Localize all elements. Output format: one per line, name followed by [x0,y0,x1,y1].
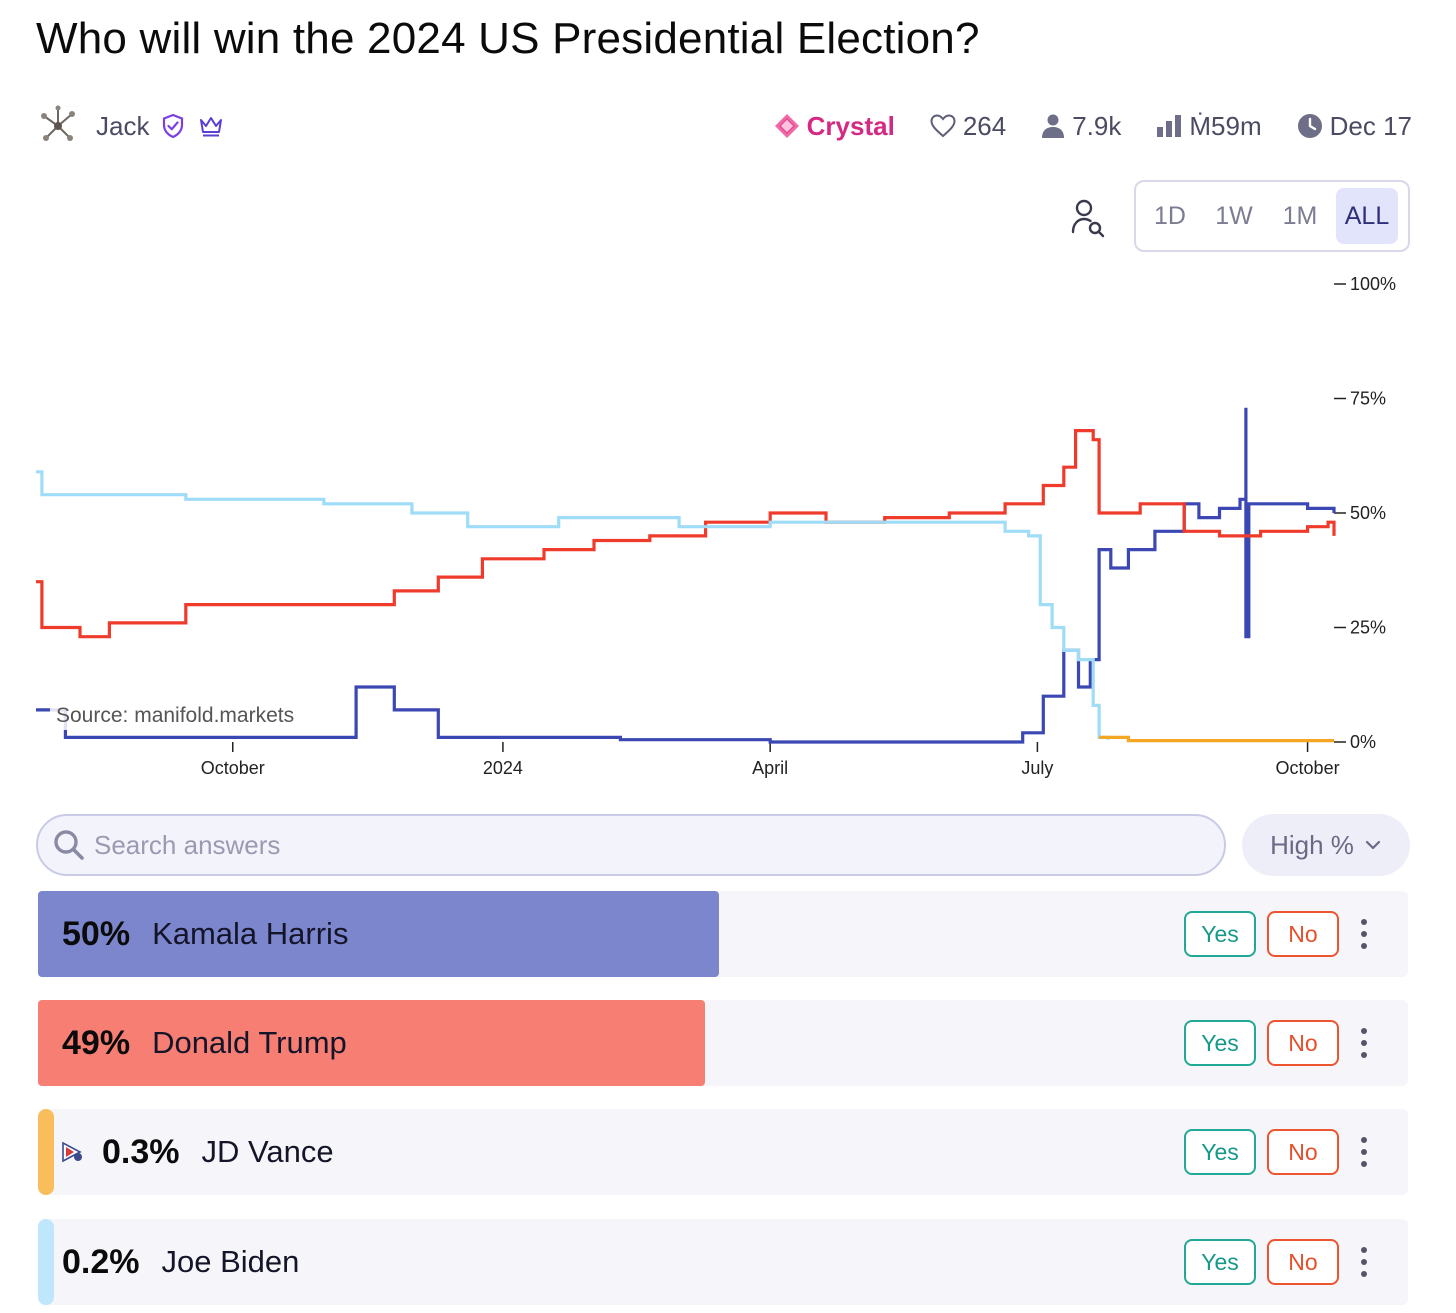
sort-label: High % [1270,829,1354,860]
x-tick-label: October [201,758,265,778]
answer-name: Donald Trump [152,1025,347,1060]
range-all-button[interactable]: ALL [1336,188,1398,244]
close-date-stat: Dec 17 [1296,111,1412,142]
search-icon [54,830,84,860]
likes-count: 264 [962,110,1007,141]
chevron-down-icon [1365,840,1381,850]
range-1w-button[interactable]: 1W [1215,201,1253,230]
y-tick-label: 50% [1350,503,1386,523]
clock-icon [1297,114,1322,138]
series-line-kamala-harris [36,407,1336,744]
likes-stat[interactable]: 264 [929,111,1006,142]
no-button[interactable]: No [1267,911,1339,957]
traders-count: 7.9k [1072,110,1122,141]
search-bar[interactable] [36,814,1226,876]
author-name[interactable]: Jack [96,110,150,141]
bar-chart-icon [1157,115,1182,137]
yes-button[interactable]: Yes [1184,1239,1256,1285]
page-title: Who will win the 2024 US Presidential El… [36,14,980,63]
verified-shield-icon [163,113,184,139]
range-1m-button[interactable]: 1M [1282,201,1318,230]
yes-button[interactable]: Yes [1184,1020,1256,1066]
range-1d-button[interactable]: 1D [1154,201,1186,230]
more-options-icon[interactable] [1356,917,1372,951]
answer-name: Kamala Harris [152,916,349,951]
probability-bar [38,891,719,977]
author[interactable]: Jack [36,104,225,148]
probability-chart[interactable]: 100% 75% 50% 25% 0% October 2024 April July Octob… [0,260,1456,790]
yes-button[interactable]: Yes [1184,911,1256,957]
answer-probability: 50% [62,914,131,953]
answer-row-biden[interactable]: 0.2% Joe Biden Yes No [38,1219,1408,1305]
volume-stat: Ṁ59m [1155,110,1262,142]
x-tick-label: October [1276,758,1340,778]
answer-probability: 49% [62,1023,131,1062]
source-label: Source: manifold.markets [56,704,294,727]
y-tick-label: 75% [1350,389,1386,409]
answer-name: Joe Biden [161,1244,300,1279]
no-button[interactable]: No [1267,1020,1339,1066]
source-label-bg [50,700,322,730]
x-tick-label: 2024 [483,758,523,778]
answer-row-vance[interactable]: 0.3% JD Vance Yes No [38,1109,1408,1195]
probability-bar [38,1109,54,1195]
close-date: Dec 17 [1329,110,1412,141]
user-icon [1042,114,1065,138]
tier-label: Crystal [806,110,895,141]
x-tick-label: July [1021,758,1053,778]
user-search-icon[interactable] [1070,198,1106,238]
flag-avatar-icon [62,1141,82,1163]
heart-icon [930,114,956,138]
x-tick-label: April [752,758,788,778]
tier-badge[interactable]: Crystal [773,111,895,142]
yes-button[interactable]: Yes [1184,1129,1256,1175]
y-tick-label: 100% [1350,274,1396,294]
more-options-icon[interactable] [1356,1026,1372,1060]
traders-stat: 7.9k [1040,111,1121,142]
more-options-icon[interactable] [1356,1245,1372,1279]
probability-bar [38,1000,706,1086]
answer-probability: 0.3% [102,1132,180,1171]
crystal-gem-icon [774,114,799,138]
answer-probability: 0.2% [62,1242,140,1281]
series-line-jd-vance [1099,735,1334,743]
crown-icon [200,117,223,137]
sort-dropdown[interactable]: High % [1242,814,1410,876]
answer-row-harris[interactable]: 50% Kamala Harris Yes No [38,891,1408,977]
probability-bar [38,1219,54,1305]
market-meta-row: Jack Crystal 264 [36,104,1412,148]
y-tick-label: 0% [1350,732,1376,752]
market-stats: Crystal 264 7.9k Ṁ59m [773,104,1412,148]
no-button[interactable]: No [1267,1129,1339,1175]
network-node-icon [41,105,75,141]
y-tick-label: 25% [1350,618,1386,638]
series-line-joe-biden [36,470,1110,740]
time-range-selector: 1D 1W 1M ALL [1134,180,1410,252]
series-line-donald-trump [36,429,1336,639]
answer-row-trump[interactable]: 49% Donald Trump Yes No [38,1000,1408,1086]
more-options-icon[interactable] [1356,1135,1372,1169]
search-input[interactable] [94,829,1094,861]
no-button[interactable]: No [1267,1239,1339,1285]
volume-value: Ṁ59m [1189,110,1262,141]
answer-name: JD Vance [201,1134,334,1169]
